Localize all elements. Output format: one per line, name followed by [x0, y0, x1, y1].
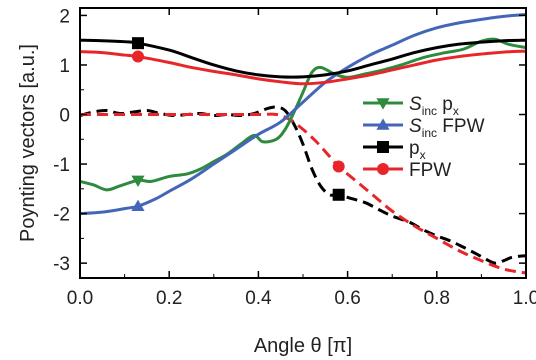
y-tick-label: -3: [53, 254, 70, 275]
plot-lines: [79, 12, 527, 275]
x-tick-label: 0.6: [334, 288, 360, 309]
x-axis-title: Angle θ [π]: [254, 335, 352, 357]
series-marker: [332, 160, 345, 173]
series-marker: [376, 118, 390, 130]
x-tick-label: 0.4: [245, 288, 272, 309]
y-tick-label: 0: [59, 106, 70, 127]
series-marker: [131, 50, 144, 63]
series-marker: [377, 141, 389, 153]
series-marker: [131, 175, 145, 188]
series-marker: [377, 163, 389, 175]
series-marker: [131, 37, 144, 50]
plot-markers: [131, 37, 345, 211]
y-axis-title: Poynting vectors [a.u.]: [17, 44, 39, 242]
legend-label: px: [409, 138, 426, 162]
series-line: [79, 12, 527, 216]
series-line: [79, 105, 527, 265]
series-marker: [332, 188, 345, 201]
legend-label: FPW: [409, 160, 451, 181]
series-line: [79, 38, 527, 79]
series-line: [79, 112, 527, 275]
series-line: [79, 37, 527, 192]
y-tick-label: -2: [53, 205, 70, 226]
series-marker: [131, 199, 145, 211]
x-tick-label: 0.2: [156, 288, 182, 309]
series-line: [79, 49, 527, 86]
x-tick-label: 0.0: [67, 288, 93, 309]
y-tick-label: -1: [53, 155, 70, 176]
x-tick-label: 0.8: [424, 288, 450, 309]
y-tick-label: 1: [59, 56, 70, 77]
series-marker: [376, 98, 390, 110]
x-tick-label: 1.0: [513, 288, 536, 309]
y-axis-ticks: -3 -2 -1 0 1 2: [53, 6, 526, 275]
y-tick-label: 2: [59, 6, 70, 27]
legend-label: Sinc px: [409, 94, 459, 118]
legend-label: Sinc FPW: [409, 116, 485, 140]
x-axis-ticks: 0.0 0.2 0.4 0.6 0.8 1.0: [67, 8, 536, 309]
